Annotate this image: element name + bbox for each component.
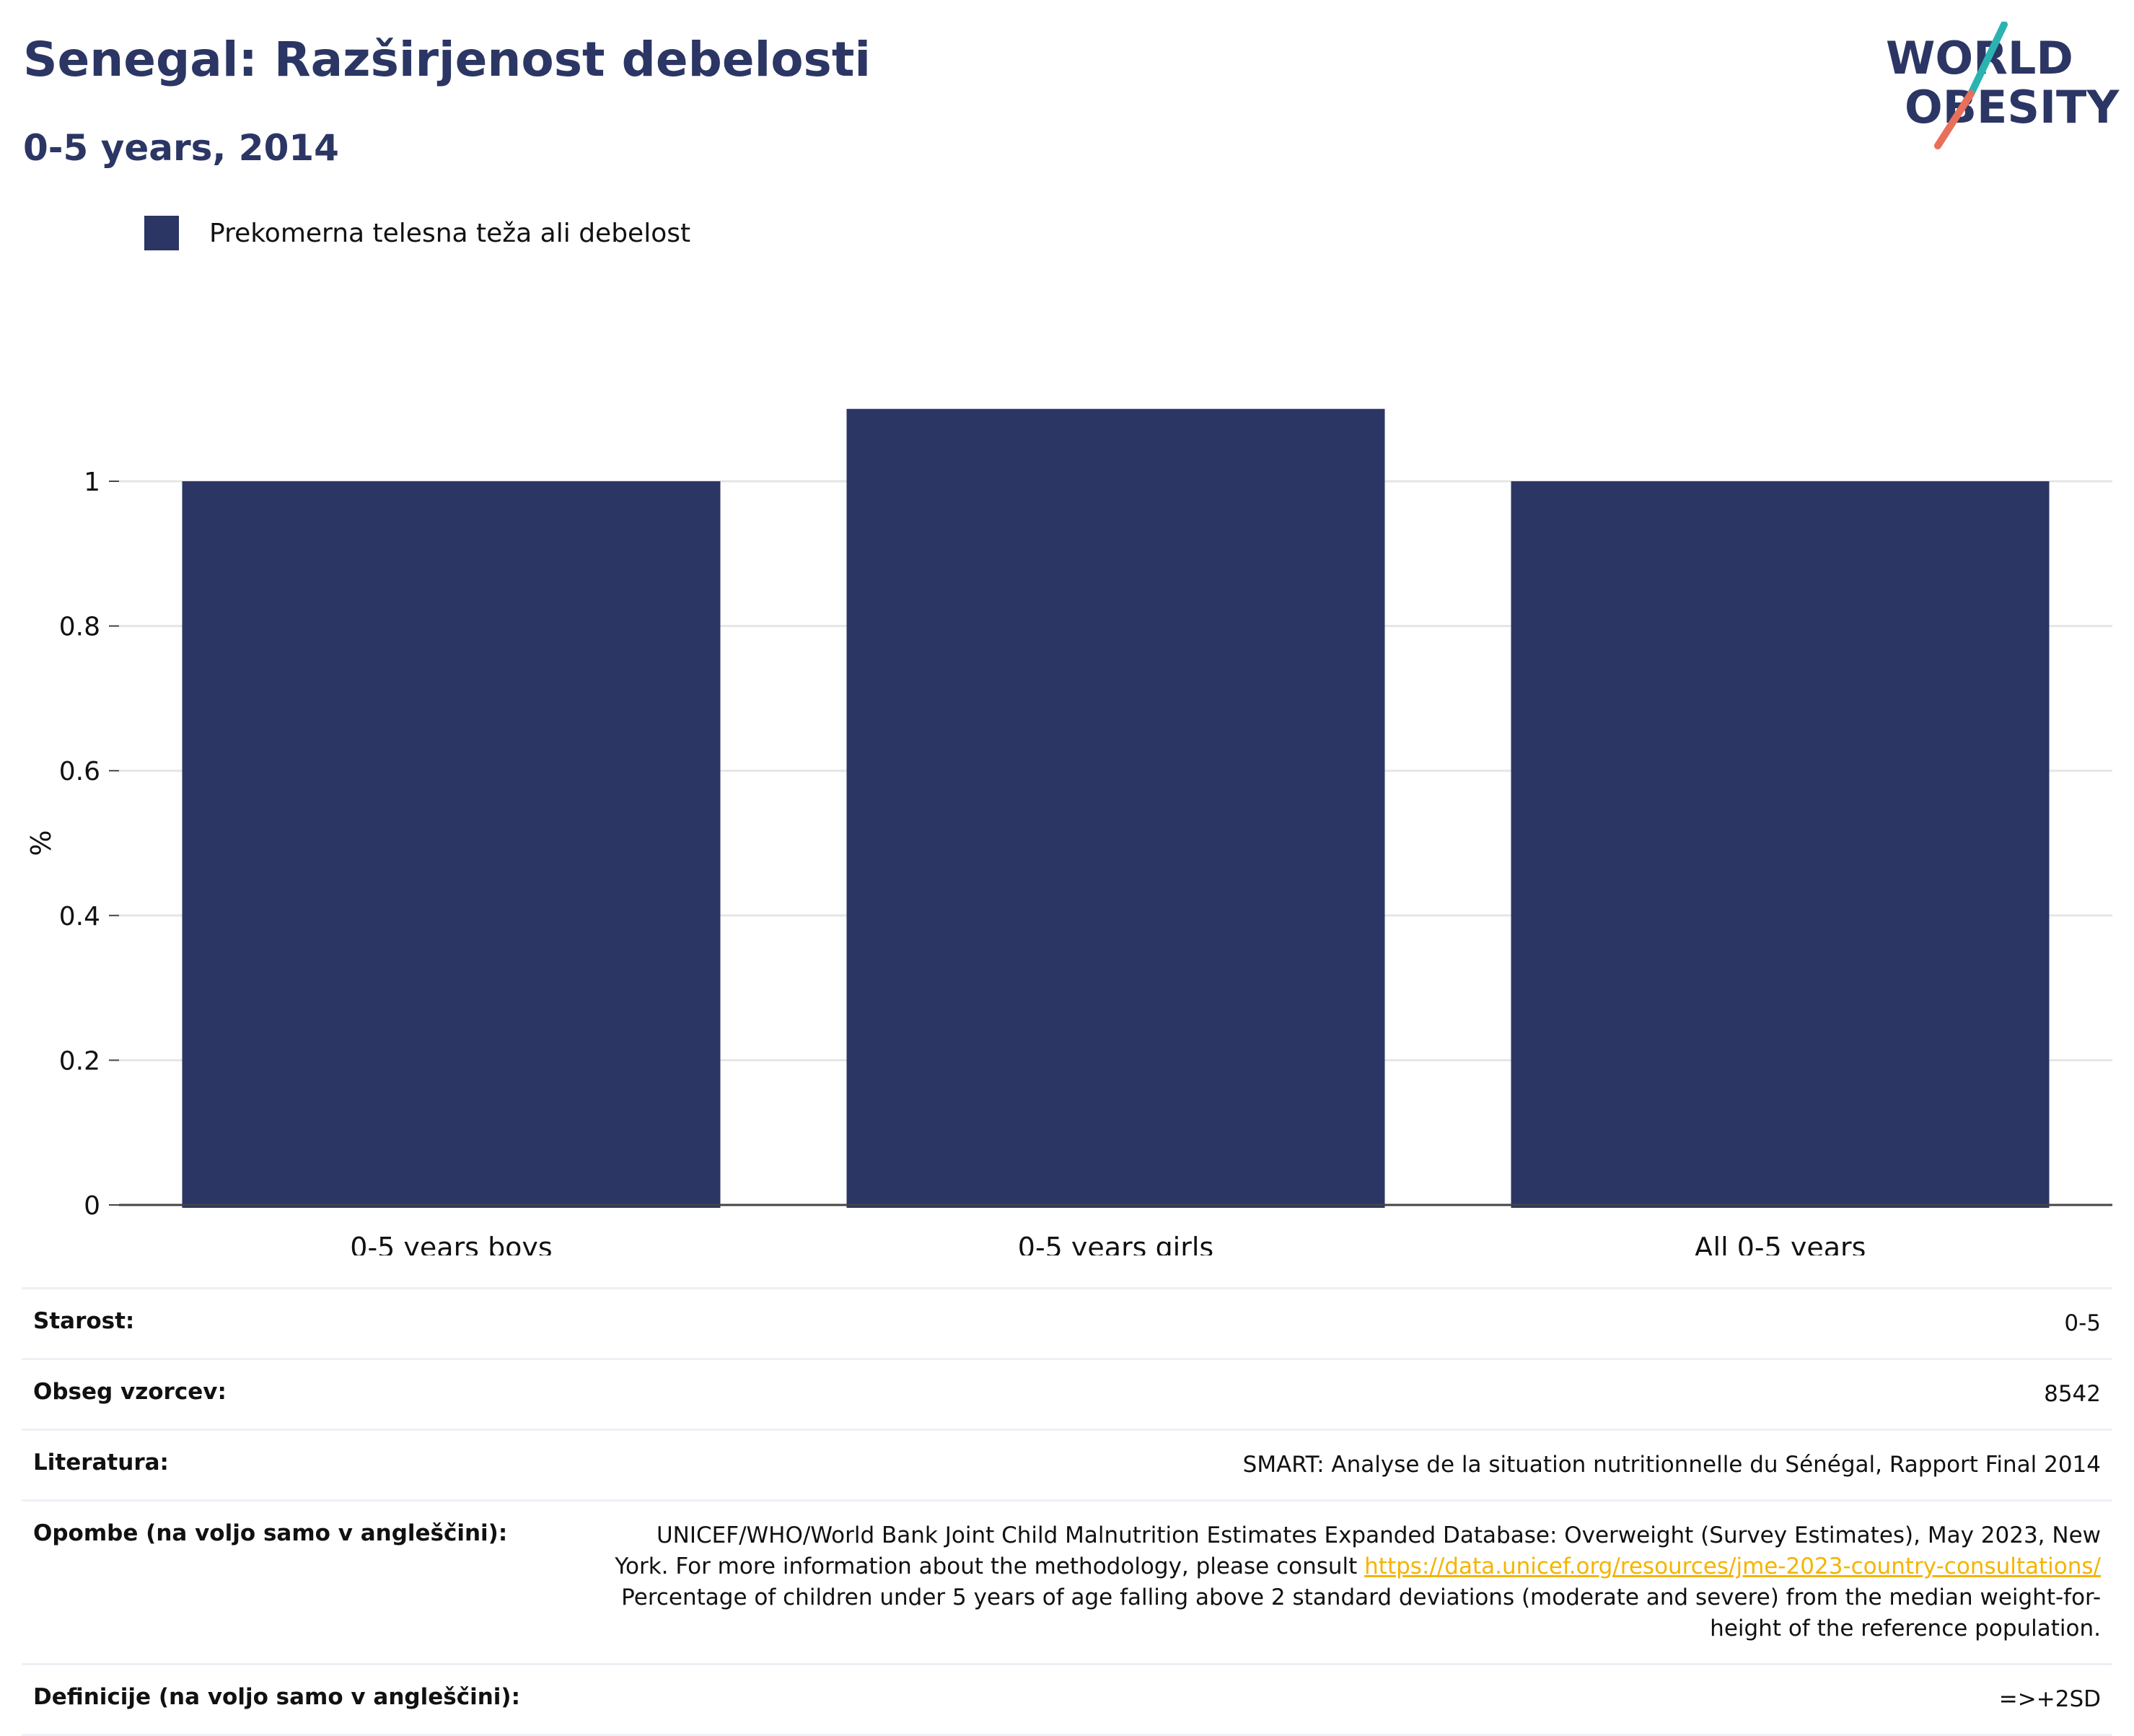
meta-row-notes: Opombe (na voljo samo v angleščini): UNI…: [22, 1502, 2112, 1665]
bar-2: [1511, 481, 2050, 1208]
meta-age-value: 0-5: [2064, 1310, 2101, 1336]
world-obesity-logo: WORLD OBESITY: [1886, 22, 2120, 149]
y-tick-label: 0.4: [59, 902, 100, 931]
bar-1: [846, 408, 1385, 1209]
y-tick-label: 0.8: [59, 613, 100, 642]
meta-row-reference: Literatura: SMART: Analyse de la situati…: [22, 1431, 2112, 1502]
meta-def-value: =>+2SD: [1998, 1686, 2101, 1712]
logo-slash-coral: [1934, 90, 1975, 149]
y-axis-label: %: [25, 830, 57, 856]
meta-notes-value: UNICEF/WHO/World Bank Joint Child Malnut…: [600, 1520, 2101, 1644]
chart-title: Senegal: Razširjenost debelosti: [23, 32, 871, 87]
meta-ref-label: Literatura:: [33, 1450, 169, 1476]
meta-notes-link[interactable]: https://data.unicef.org/resources/jme-20…: [1364, 1553, 2101, 1579]
x-tick-label: 0-5 years girls: [1018, 1232, 1213, 1255]
x-tick-label: 0-5 years boys: [350, 1232, 552, 1255]
meta-def-label: Definicije (na voljo samo v angleščini):: [33, 1684, 520, 1710]
x-tick-label: All 0-5 years: [1695, 1232, 1866, 1255]
metadata-table: Starost: 0-5 Obseg vzorcev: 8542 Literat…: [22, 1287, 2112, 1736]
meta-notes-text: UNICEF/WHO/World Bank Joint Child Malnut…: [615, 1522, 2101, 1579]
meta-notes-definition-text: Percentage of children under 5 years of …: [621, 1584, 2101, 1641]
meta-age-label: Starost:: [33, 1308, 135, 1334]
legend-label: Prekomerna telesna teža ali debelost: [209, 218, 691, 248]
meta-row-sample-size: Obseg vzorcev: 8542: [22, 1360, 2112, 1431]
meta-row-age: Starost: 0-5: [22, 1289, 2112, 1360]
bar-chart: 0 0.2 0.4 0.6 0.8 1% 0-5 years boys 0-5 years g…: [25, 408, 2112, 1255]
logo-slash-teal: [1967, 22, 2008, 97]
meta-notes-label: Opombe (na voljo samo v angleščini):: [33, 1520, 508, 1546]
y-tick-label: 0: [84, 1191, 100, 1221]
y-tick-label: 0.6: [59, 757, 100, 786]
meta-row-definitions: Definicije (na voljo samo v angleščini):…: [22, 1665, 2112, 1736]
legend-swatch: [144, 216, 179, 250]
meta-sample-label: Obseg vzorcev:: [33, 1379, 227, 1405]
y-tick-label: 0.2: [59, 1046, 100, 1076]
meta-ref-value: SMART: Analyse de la situation nutrition…: [1242, 1452, 2101, 1478]
bar-0: [182, 481, 721, 1208]
chart-subtitle: 0-5 years, 2014: [23, 127, 339, 169]
meta-sample-value: 8542: [2044, 1381, 2101, 1407]
y-tick-label: 1: [84, 468, 100, 497]
chart-legend[interactable]: Prekomerna telesna teža ali debelost: [144, 214, 690, 253]
logo-word-obesity: OBESITY: [1905, 81, 2120, 133]
